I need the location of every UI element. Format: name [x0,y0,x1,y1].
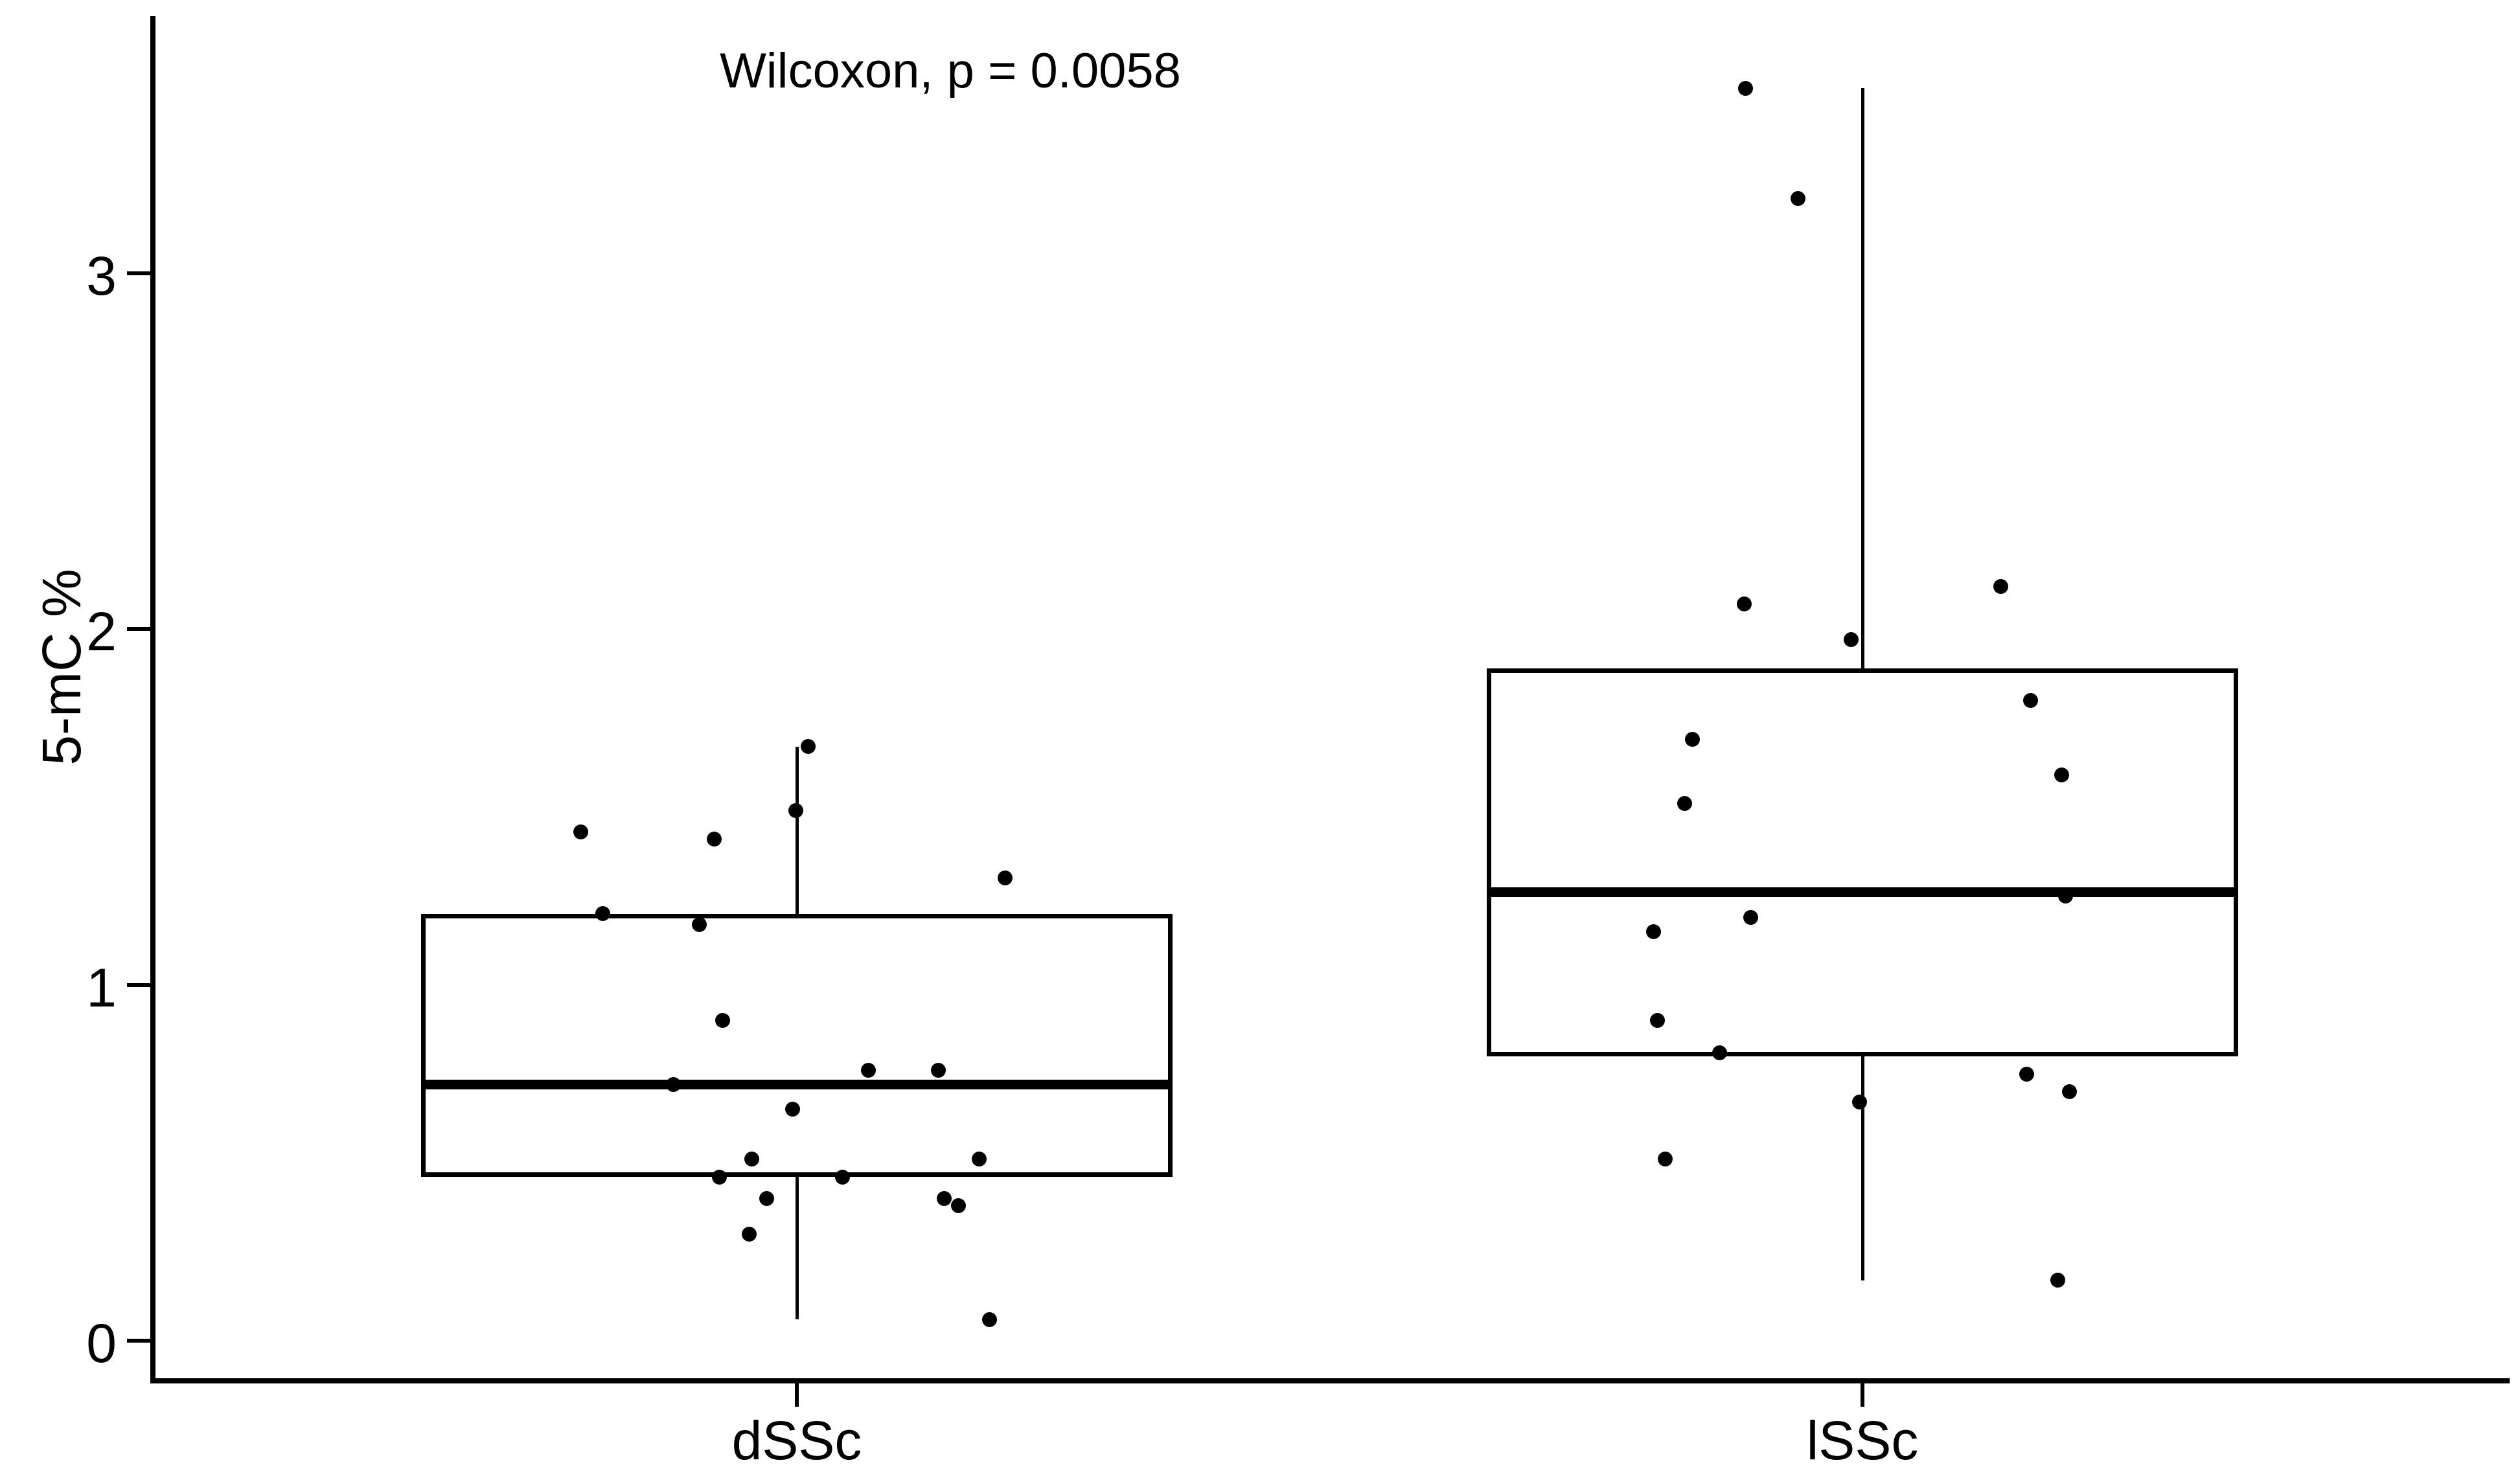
jitter-point-dssc [788,802,803,818]
y-axis-title: 5-mC % [31,569,92,766]
x-tick-label-dssc: dSSc [731,1410,862,1471]
box-dssc [421,913,1173,1177]
jitter-point-lssc [1737,80,1753,96]
jitter-point-dssc [711,1169,727,1185]
whisker-upper-lssc [1861,88,1864,668]
jitter-point-dssc [950,1198,966,1213]
y-tick-label: 2 [86,601,117,663]
jitter-point-lssc [2050,1273,2065,1288]
y-tick-label: 1 [86,957,117,1018]
wilcoxon-pvalue-annotation: Wilcoxon, p = 0.0058 [720,43,1181,98]
jitter-point-lssc [2019,1066,2034,1082]
jitter-point-dssc [834,1169,850,1185]
x-tick-label-lssc: lSSc [1806,1410,1919,1471]
jitter-point-dssc [715,1013,730,1029]
jitter-point-dssc [785,1102,800,1117]
box-lssc [1487,668,2238,1056]
median-line-lssc [1487,887,2238,898]
y-tick-mark [127,271,150,275]
y-tick-label: 0 [86,1313,117,1374]
jitter-point-dssc [691,916,707,932]
jitter-point-dssc [573,824,588,839]
jitter-point-lssc [1684,732,1700,747]
x-axis-line [150,1378,2510,1383]
whisker-lower-lssc [1861,1056,1864,1280]
y-tick-mark [127,983,150,987]
y-tick-label: 3 [86,245,117,306]
y-tick-mark [127,1339,150,1343]
jitter-point-dssc [595,906,610,922]
jitter-point-dssc [997,870,1013,886]
jitter-point-lssc [2022,692,2038,708]
jitter-point-lssc [1790,191,1805,207]
jitter-point-lssc [1993,578,2008,594]
y-tick-mark [127,627,150,631]
jitter-point-lssc [1843,632,1859,648]
jitter-point-dssc [744,1152,759,1167]
jitter-point-dssc [741,1226,757,1242]
jitter-point-lssc [1657,1152,1673,1167]
jitter-point-lssc [1677,796,1692,811]
jitter-point-dssc [930,1063,946,1078]
jitter-point-lssc [2061,1084,2077,1099]
jitter-point-lssc [1645,924,1661,939]
jitter-point-dssc [665,1076,681,1092]
y-axis-line [150,16,155,1383]
whisker-lower-dssc [795,1177,799,1320]
x-tick-mark-lssc [1861,1383,1864,1407]
jitter-point-dssc [706,831,722,847]
jitter-point-lssc [1743,909,1758,925]
jitter-point-dssc [971,1152,987,1167]
jitter-point-lssc [1649,1013,1665,1029]
whisker-upper-dssc [795,746,799,914]
median-line-dssc [421,1079,1173,1089]
jitter-point-lssc [1712,1045,1727,1060]
jitter-point-lssc [1736,597,1752,612]
x-tick-mark-dssc [795,1383,799,1407]
jitter-point-dssc [936,1190,952,1206]
jitter-point-lssc [1851,1095,1867,1110]
jitter-point-lssc [2054,767,2069,783]
jitter-point-dssc [860,1063,876,1078]
jitter-point-dssc [981,1312,997,1327]
jitter-point-dssc [759,1190,774,1206]
jitter-point-dssc [800,739,816,755]
jitter-point-lssc [2057,888,2073,904]
